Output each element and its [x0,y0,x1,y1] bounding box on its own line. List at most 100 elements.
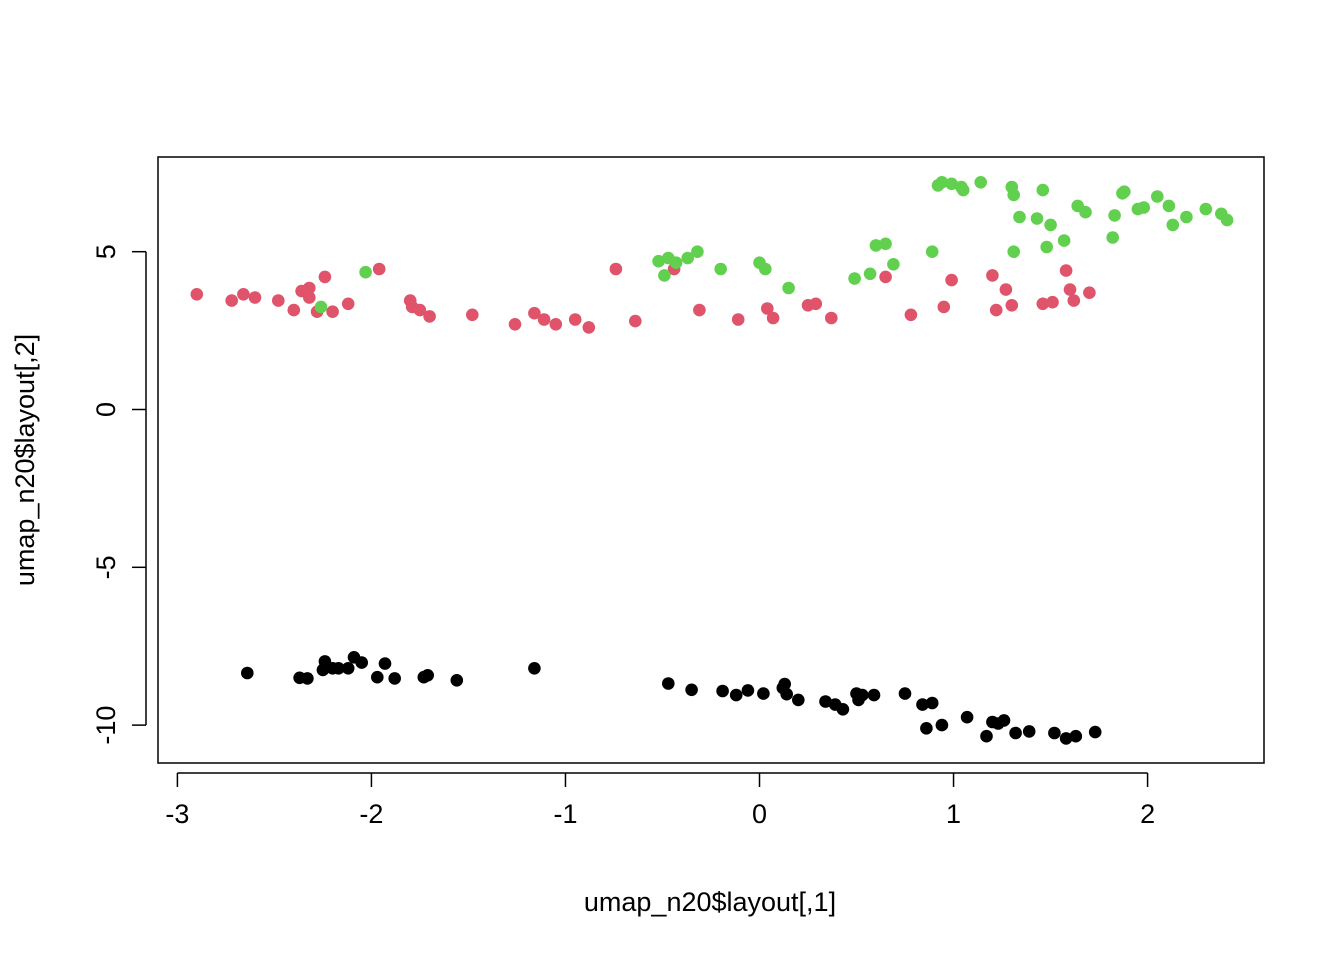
data-point [355,656,369,669]
data-point [1022,725,1036,738]
data-point [1036,183,1050,197]
data-point [1151,190,1164,203]
data-point [935,718,949,732]
data-point [1059,732,1073,745]
data-point [1005,299,1019,312]
data-point [945,273,958,287]
data-point [1040,240,1053,254]
data-point [999,283,1013,296]
data-point [190,288,204,301]
data-point [986,269,999,282]
data-point [248,291,262,304]
data-point [341,662,355,675]
data-point [413,303,427,317]
data-point [1044,218,1057,232]
x-axis-label: umap_n20$layout[,1] [584,887,836,917]
data-point [332,662,345,675]
data-point [359,265,372,279]
data-point [869,239,883,252]
data-point [757,687,770,700]
data-point [272,294,285,307]
data-point [935,176,949,189]
data-point [301,672,314,685]
x-tick-label: 1 [946,799,961,829]
data-point [241,666,254,680]
data-point [1083,286,1096,300]
plot-frame [157,156,1265,764]
data-point [836,703,850,716]
data-point [766,311,780,325]
data-point [1013,210,1026,224]
data-point [879,237,892,251]
data-point [920,722,933,735]
data-point [997,714,1011,727]
series-0 [241,651,1102,745]
x-tick-label: 0 [752,799,767,829]
data-point [1067,294,1081,307]
data-point [537,313,551,326]
data-point [974,176,987,189]
data-point [1057,234,1071,247]
series-2 [314,176,1234,314]
data-point [1048,726,1061,740]
data-point [652,254,665,268]
data-point [508,318,522,331]
data-point [761,302,774,315]
data-point [956,183,970,197]
data-point [1180,210,1193,224]
y-tick-label: 0 [91,402,121,417]
data-point [879,270,892,284]
data-point [925,245,939,258]
data-point [937,300,951,314]
data-point [825,311,838,325]
y-axis: -10 -5 0 5 [91,244,147,745]
data-point [237,288,250,301]
data-point [318,270,332,284]
data-point [681,251,694,265]
data-point [629,314,642,328]
data-point [341,297,355,311]
data-point [1108,209,1121,222]
data-point [685,683,698,697]
series-1 [190,262,1096,334]
data-point [1162,199,1176,213]
data-point [421,669,435,682]
x-tick-label: 2 [1140,799,1155,829]
data-point [1137,201,1150,214]
x-tick-label: -3 [165,799,189,829]
data-point [1199,202,1213,216]
data-point [898,687,912,700]
data-point [1059,264,1073,277]
data-point [693,303,706,317]
data-point [669,256,683,270]
data-point [1007,245,1020,258]
data-point [782,281,795,295]
data-point [945,177,958,191]
data-point [1063,283,1077,296]
data-point [303,291,316,304]
data-point [1007,188,1020,202]
data-point [778,677,791,691]
data-point [714,262,727,276]
data-point [809,297,823,311]
data-point [528,662,541,675]
y-tick-label: -10 [91,706,121,745]
data-point [960,710,974,724]
data-point [925,696,939,710]
data-point [388,672,402,685]
data-point [691,245,704,258]
data-point [887,258,900,271]
data-point [287,303,301,317]
data-point [989,303,1003,317]
data-point [741,684,755,697]
data-point [658,269,671,282]
data-point [1036,297,1050,311]
data-point [372,262,386,276]
data-point [759,262,772,276]
x-axis: -3 -2 -1 0 1 2 [165,772,1155,829]
x-tick-label: -2 [359,799,383,829]
data-point [867,688,881,702]
data-point [716,684,729,698]
